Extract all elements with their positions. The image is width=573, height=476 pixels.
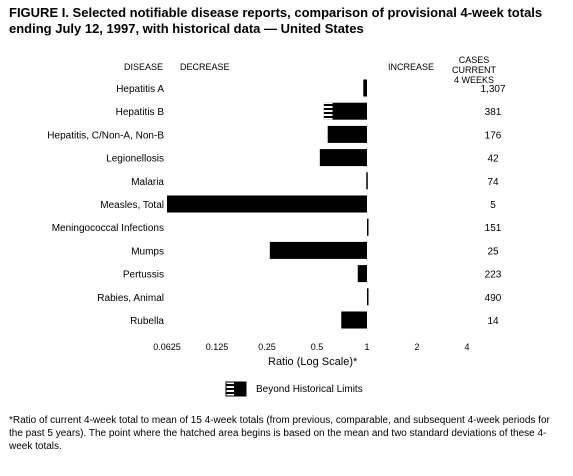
ratio-bar xyxy=(167,195,367,213)
disease-row: Measles, Total 5 xyxy=(100,195,496,213)
cases-value: 223 xyxy=(485,270,502,281)
disease-label: Meningococcal Infections xyxy=(52,223,164,234)
ratio-bar xyxy=(319,149,367,167)
disease-label: Rubella xyxy=(130,316,164,327)
disease-row: Hepatitis B 381 xyxy=(116,102,502,120)
disease-label: Pertussis xyxy=(123,270,164,281)
disease-row: Legionellosis 42 xyxy=(106,149,499,167)
ratio-bar xyxy=(363,79,367,97)
cases-value: 5 xyxy=(490,200,496,211)
cases-header-line1: CASES CURRENT xyxy=(452,55,496,75)
disease-label: Hepatitis B xyxy=(116,107,165,118)
ratio-bar xyxy=(327,125,367,143)
x-axis-title: Ratio (Log Scale)* xyxy=(268,356,358,368)
footnote: *Ratio of current 4-week total to mean o… xyxy=(9,415,550,452)
cases-value: 381 xyxy=(485,107,502,118)
disease-label: Legionellosis xyxy=(106,154,164,165)
cases-value: 25 xyxy=(487,246,499,257)
x-tick-label: 4 xyxy=(464,342,469,352)
cases-value: 490 xyxy=(485,293,502,304)
disease-row: Hepatitis A 1,307 xyxy=(116,79,506,97)
ratio-bar xyxy=(367,288,369,306)
disease-label: Rabies, Animal xyxy=(97,293,164,304)
legend-label: Beyond Historical Limits xyxy=(256,384,363,395)
ratio-bar xyxy=(269,241,367,259)
x-tick-label: 0.5 xyxy=(311,342,324,352)
disease-label: Measles, Total xyxy=(100,200,164,211)
ratio-bar xyxy=(357,265,367,283)
disease-row: Hepatitis, C/Non-A, Non-B 176 xyxy=(47,125,502,143)
disease-row: Pertussis 223 xyxy=(123,265,502,283)
ratio-bar xyxy=(323,102,367,120)
increase-column-header: INCREASE xyxy=(388,62,435,72)
x-tick-label: 0.25 xyxy=(258,342,276,352)
disease-row: Malaria 74 xyxy=(131,172,499,190)
ratio-bar xyxy=(341,311,367,329)
ratio-bar xyxy=(366,172,368,190)
cases-column-header: CASES CURRENT 4 WEEKS xyxy=(442,55,506,85)
cases-value: 42 xyxy=(487,154,499,165)
cases-value: 151 xyxy=(485,223,502,234)
ratio-bar xyxy=(367,218,369,236)
x-tick-label: 1 xyxy=(364,342,369,352)
hatched-beyond-limits xyxy=(323,102,333,120)
disease-row: Rubella 14 xyxy=(130,311,499,329)
figure-title: FIGURE I. Selected notifiable disease re… xyxy=(9,5,543,36)
cases-value: 1,307 xyxy=(480,84,505,95)
cases-header-line2: 4 WEEKS xyxy=(453,75,494,85)
disease-label: Malaria xyxy=(131,177,164,188)
disease-label: Mumps xyxy=(131,246,164,257)
x-tick-label: 2 xyxy=(414,342,419,352)
disease-row: Mumps 25 xyxy=(131,241,499,259)
x-tick-label: 0.125 xyxy=(206,342,229,352)
disease-row: Meningococcal Infections 151 xyxy=(52,218,502,236)
cases-value: 176 xyxy=(485,130,502,141)
x-tick-label: 0.0625 xyxy=(153,342,181,352)
decrease-column-header: DECREASE xyxy=(180,62,230,72)
disease-row: Rabies, Animal 490 xyxy=(97,288,502,306)
disease-column-header: DISEASE xyxy=(124,62,164,72)
disease-label: Hepatitis A xyxy=(116,84,164,95)
cases-value: 74 xyxy=(487,177,499,188)
legend-swatch xyxy=(225,381,247,397)
cases-value: 14 xyxy=(487,316,499,327)
disease-label: Hepatitis, C/Non-A, Non-B xyxy=(47,130,164,141)
